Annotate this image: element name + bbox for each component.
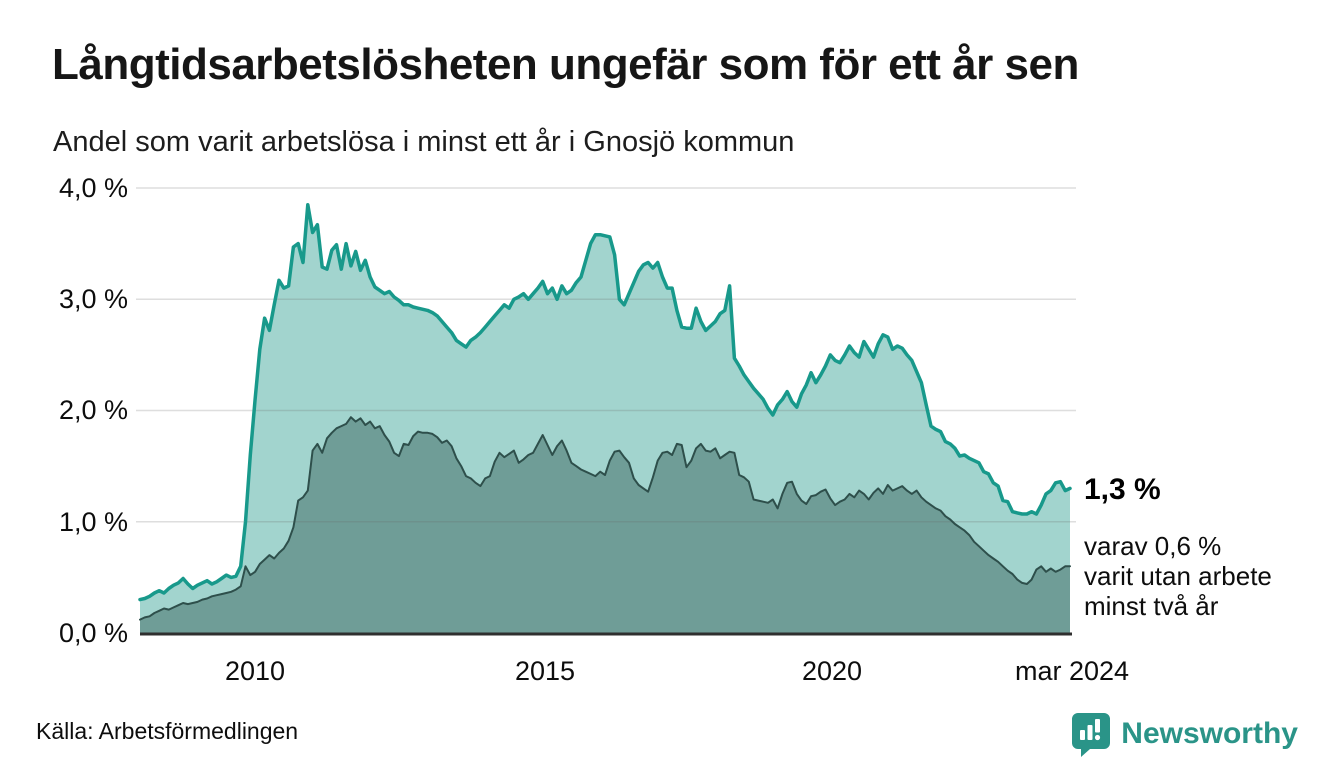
- latest-value-label: 1,3 %: [1084, 473, 1161, 506]
- x-tick-2010: 2010: [224, 656, 286, 686]
- latest-value-detail: varav 0,6 % varit utan arbete minst två …: [1084, 531, 1272, 621]
- x-tick-2020: 2020: [801, 656, 863, 686]
- detail-line-3: minst två år: [1084, 591, 1219, 621]
- page-title: Långtidsarbetslösheten ungefär som för e…: [52, 40, 1079, 89]
- y-tick-2: 2,0 %: [58, 395, 128, 425]
- y-tick-4: 4,0 %: [58, 173, 128, 203]
- y-tick-1: 1,0 %: [58, 507, 128, 537]
- detail-line-2: varit utan arbete: [1084, 561, 1272, 591]
- newsworthy-logo-icon: [1070, 711, 1112, 757]
- source-credit: Källa: Arbetsförmedlingen: [36, 718, 299, 744]
- x-tick-2015: 2015: [514, 656, 576, 686]
- newsworthy-logo-text: Newsworthy: [1121, 717, 1298, 750]
- newsworthy-logo: Newsworthy: [1070, 710, 1298, 758]
- detail-line-1: varav 0,6 %: [1084, 531, 1222, 561]
- chart-subtitle: Andel som varit arbetslösa i minst ett å…: [53, 126, 795, 158]
- x-tick-mar-2024: mar 2024: [1014, 656, 1130, 686]
- y-tick-3: 3,0 %: [58, 284, 128, 314]
- y-tick-0: 0,0 %: [58, 618, 128, 648]
